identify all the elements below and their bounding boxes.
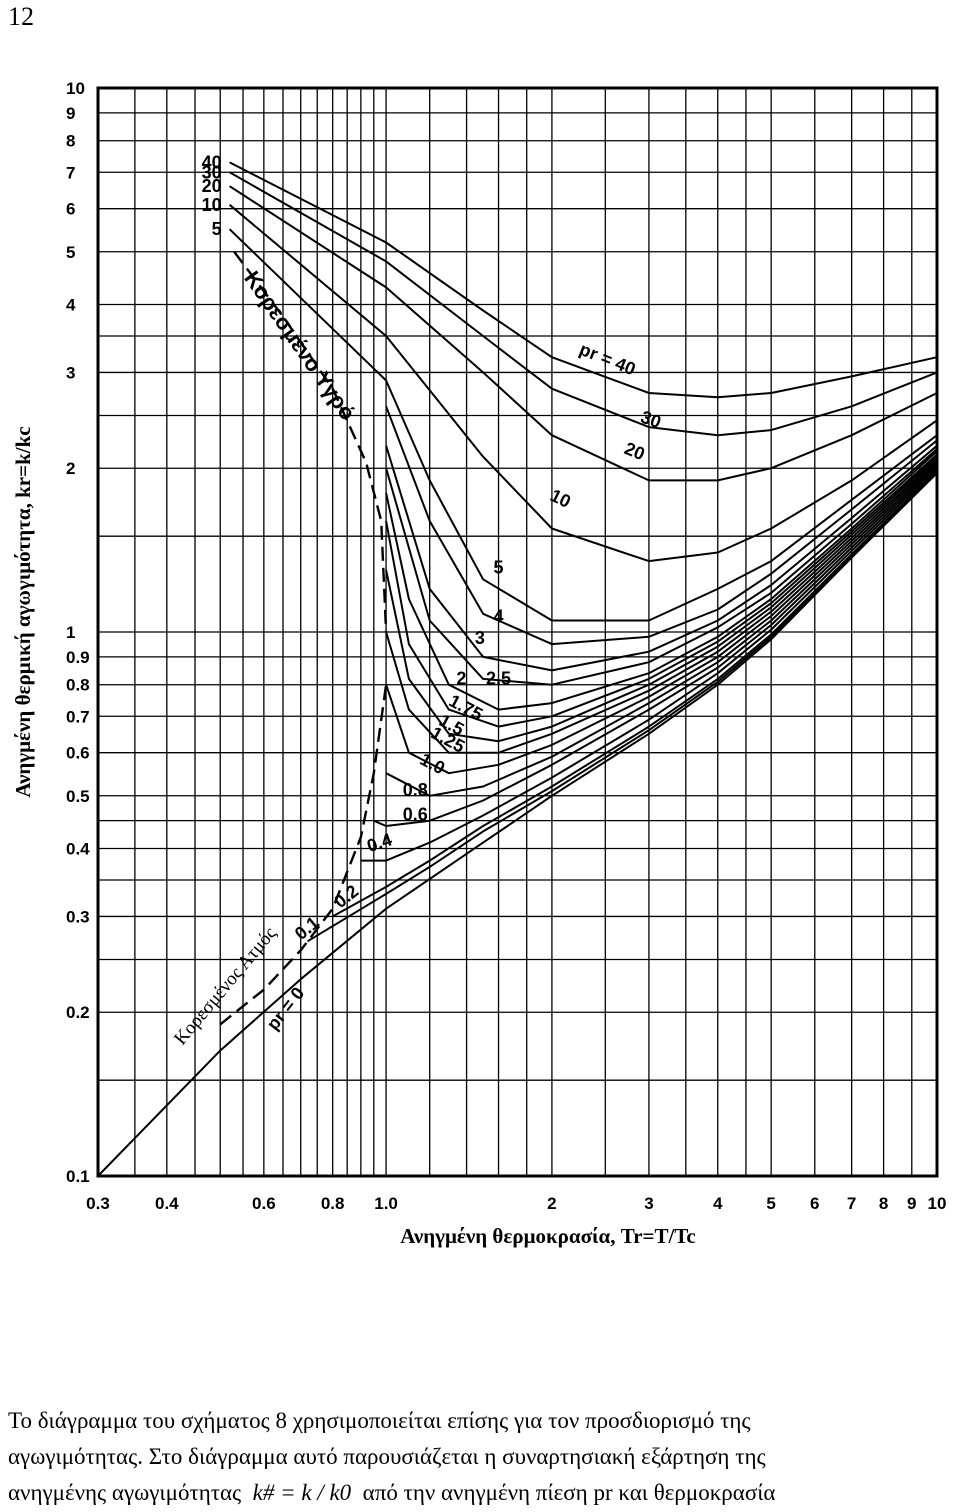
x-tick-label: 3 [644,1194,653,1213]
curve-label: 1.0 [417,749,448,778]
y-tick-label: 9 [66,104,75,123]
y-tick-labels: 0.1 0.2 0.3 0.4 0.5 0.6 0.7 0.8 0.9 1 2 3 4 5 6 7 8 9 10 [66,79,90,1186]
curve-start-label: 30 [202,162,222,182]
x-tick-label: 8 [879,1194,888,1213]
x-tick-label: 0.4 [155,1194,179,1213]
y-tick-label: 8 [66,132,75,151]
curve-label: 0.8 [403,780,428,800]
saturated-liquid-label: Κορεσμένο Υγρό [239,266,360,424]
y-tick-label: 3 [66,363,75,382]
series-line-pr-2.5 [385,448,938,686]
x-tick-labels: 0.3 0.4 0.6 0.8 1.0 2 3 4 5 6 7 8 9 10 [86,1194,946,1213]
y-tick-label: 0.4 [66,839,90,858]
caption-line-3-start: ανηγμένης αγωγιμότητας [8,1480,242,1505]
series-line-pr-30 [229,171,938,437]
y-tick-label: 0.8 [66,676,90,695]
chart-grid [97,87,938,1177]
series-line-pr-5 [228,228,938,622]
y-tick-label: 5 [66,243,75,262]
curve-label: 0.6 [403,805,428,825]
series-line-pr-10 [228,204,938,563]
x-tick-label: 9 [907,1194,916,1213]
series-line-pr-3 [385,444,938,672]
x-axis-title: Ανηγμένη θερμοκρασία, Tr=T/Tc [400,1224,696,1248]
series-line-pr-4 [385,405,938,646]
curve-label: 0.4 [364,829,394,856]
y-tick-label: 6 [66,200,75,219]
curve-start-label: 20 [202,176,222,196]
curve-start-label: 5 [212,219,222,239]
curve-label: 2.5 [486,669,511,689]
plot-frame [96,86,939,1178]
curve-label: pr = 40 [577,339,639,379]
series-line-pr-0 [97,472,938,1177]
y-axis-title: Ανηγμένη θερμική αγωγιμότητα, kr=k/kc [11,426,35,797]
x-tick-label: 10 [928,1194,947,1213]
curve-label: 20 [622,438,648,464]
y-tick-label: 2 [66,459,75,478]
y-tick-label: 4 [66,295,76,314]
caption-line-1: Το διάγραμμα του σχήματος 8 χρησιμοποιεί… [8,1408,751,1433]
series-line-pr-2 [385,450,938,711]
caption-line-2: αγωγιμότητας. Στο διάγραμμα αυτό παρουσι… [8,1444,766,1469]
series-line-pr-0.8 [385,462,938,797]
x-tick-label: 6 [810,1194,819,1213]
y-tick-label: 0.3 [66,907,90,926]
y-tick-label: 0.5 [66,787,90,806]
y-tick-label: 0.7 [66,707,90,726]
saturation-boundaries [219,251,388,1026]
curve-label: 2 [456,669,466,689]
x-tick-label: 7 [847,1194,856,1213]
series-line-pr-0.6 [373,465,938,827]
saturated-vapor-boundary [219,684,388,1026]
x-tick-label: 0.8 [321,1194,345,1213]
series-line-pr-0.4 [360,467,938,862]
caption-formula: k# = k / k0 [252,1480,352,1505]
curve-label: 4 [494,607,504,627]
caption-line-3-end: από την ανηγμένη πίεση pr και θερμοκρασί… [362,1480,776,1505]
curve-label: pr = 0 [263,983,309,1034]
curve-label: 0.1 [291,912,323,943]
curve-start-label: 10 [202,195,222,215]
x-tick-label: 4 [713,1194,723,1213]
series-line-pr-0.2 [332,469,938,918]
y-tick-label: 0.9 [66,648,90,667]
page-number: 12 [8,2,34,31]
curve-start-label: 40 [202,152,222,172]
series-line-pr-40 [229,161,938,399]
x-tick-label: 1.0 [374,1194,398,1213]
series-line-pr-1.5 [385,455,938,743]
caption: Το διάγραμμα του σχήματος 8 χρησιμοποιεί… [8,1403,956,1511]
x-tick-label: 0.3 [86,1194,110,1213]
series-line-pr-0.1 [306,471,938,943]
y-tick-label: 0.2 [66,1003,90,1022]
pressure-curves [97,161,938,1177]
x-tick-label: 0.6 [252,1194,276,1213]
series-line-pr-20 [229,185,938,482]
curve-label: 3 [475,628,485,648]
y-tick-label: 7 [66,163,75,182]
y-tick-label: 10 [66,79,85,98]
curve-label: 5 [494,558,504,578]
x-tick-label: 2 [547,1194,556,1213]
y-tick-label: 1 [66,623,75,642]
thermal-conductivity-chart: 0.3 0.4 0.6 0.8 1.0 2 3 4 5 6 7 8 9 10 0.10.20.30.40.… [11,79,946,1248]
x-tick-label: 5 [766,1194,775,1213]
series-line-pr-1.0 [385,460,938,775]
caption-line-3: ανηγμένης αγωγιμότητας k# = k / k0 από τ… [8,1475,956,1511]
curve-label: 0.2 [330,881,362,912]
saturated-liquid-boundary [233,251,388,633]
series-line-pr-1.75 [385,453,938,728]
curve-label: 10 [547,485,574,512]
y-tick-label: 0.6 [66,744,90,763]
series-line-pr-1.25 [385,458,938,754]
y-tick-label: 0.1 [66,1167,90,1186]
